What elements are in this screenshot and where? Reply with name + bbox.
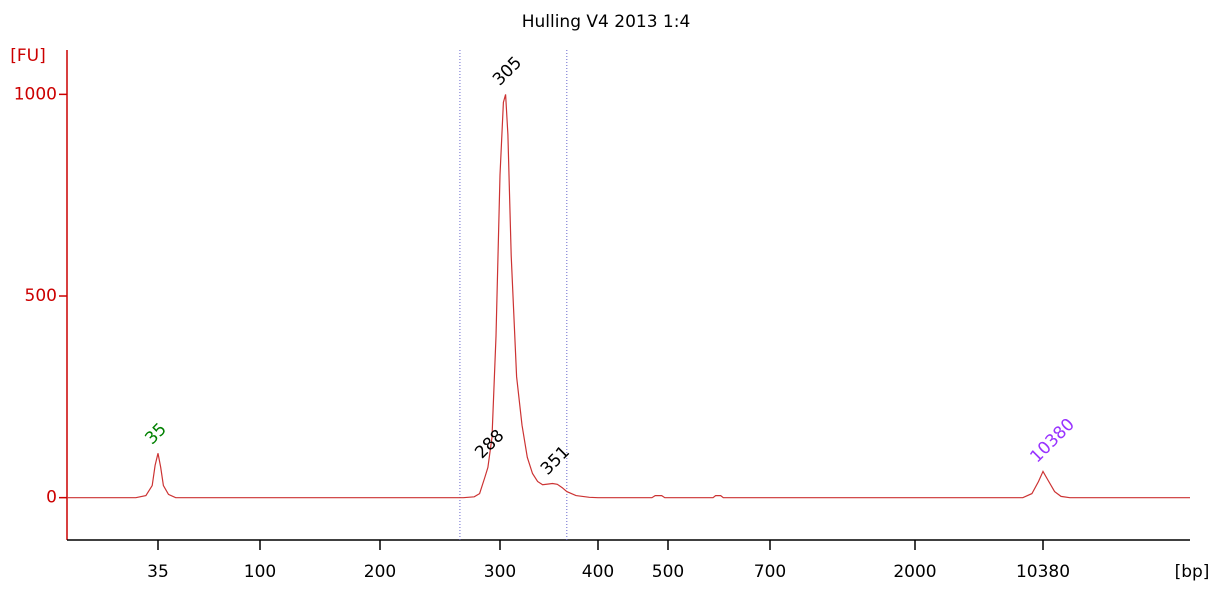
x-tick-label: 10380 [1016,562,1070,582]
peak-label: 10380 [1026,415,1078,467]
y-tick-label: 500 [25,286,57,306]
x-tick-label: 200 [364,562,396,582]
x-axis-label: [bp] [1175,562,1210,582]
peak-label: 305 [489,53,526,90]
trace-line [67,94,1190,499]
chart-title: Hulling V4 2013 1:4 [522,12,691,32]
peak-label: 351 [537,442,574,479]
x-tick-label: 400 [582,562,614,582]
x-tick-label: 35 [147,562,169,582]
x-tick-label: 2000 [893,562,936,582]
x-tick-label: 300 [484,562,516,582]
x-tick-label: 100 [244,562,276,582]
peak-label: 35 [141,419,170,448]
y-tick-label: 0 [46,488,57,508]
y-tick-label: 1000 [14,84,57,104]
x-tick-label: 500 [652,562,684,582]
y-axis-label: [FU] [10,46,46,66]
peak-label: 288 [471,426,508,463]
x-tick-label: 700 [754,562,786,582]
